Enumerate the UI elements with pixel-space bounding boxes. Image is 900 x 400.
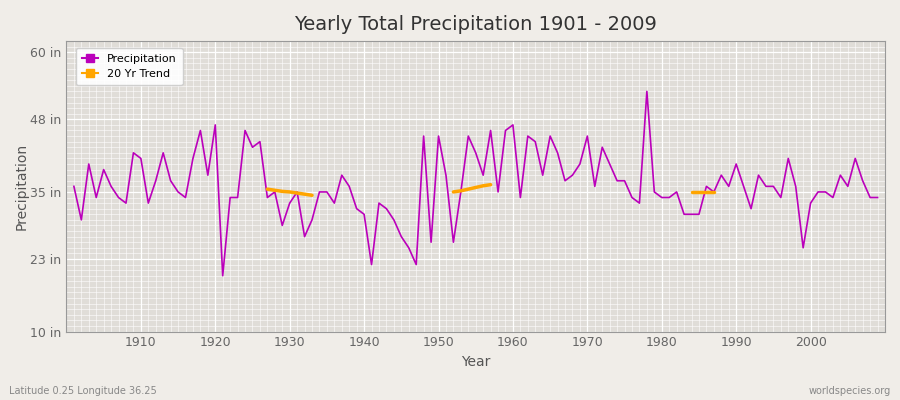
Title: Yearly Total Precipitation 1901 - 2009: Yearly Total Precipitation 1901 - 2009 bbox=[294, 15, 657, 34]
Legend: Precipitation, 20 Yr Trend: Precipitation, 20 Yr Trend bbox=[76, 48, 183, 85]
X-axis label: Year: Year bbox=[461, 355, 491, 369]
Text: Latitude 0.25 Longitude 36.25: Latitude 0.25 Longitude 36.25 bbox=[9, 386, 157, 396]
Text: worldspecies.org: worldspecies.org bbox=[809, 386, 891, 396]
Y-axis label: Precipitation: Precipitation bbox=[15, 143, 29, 230]
